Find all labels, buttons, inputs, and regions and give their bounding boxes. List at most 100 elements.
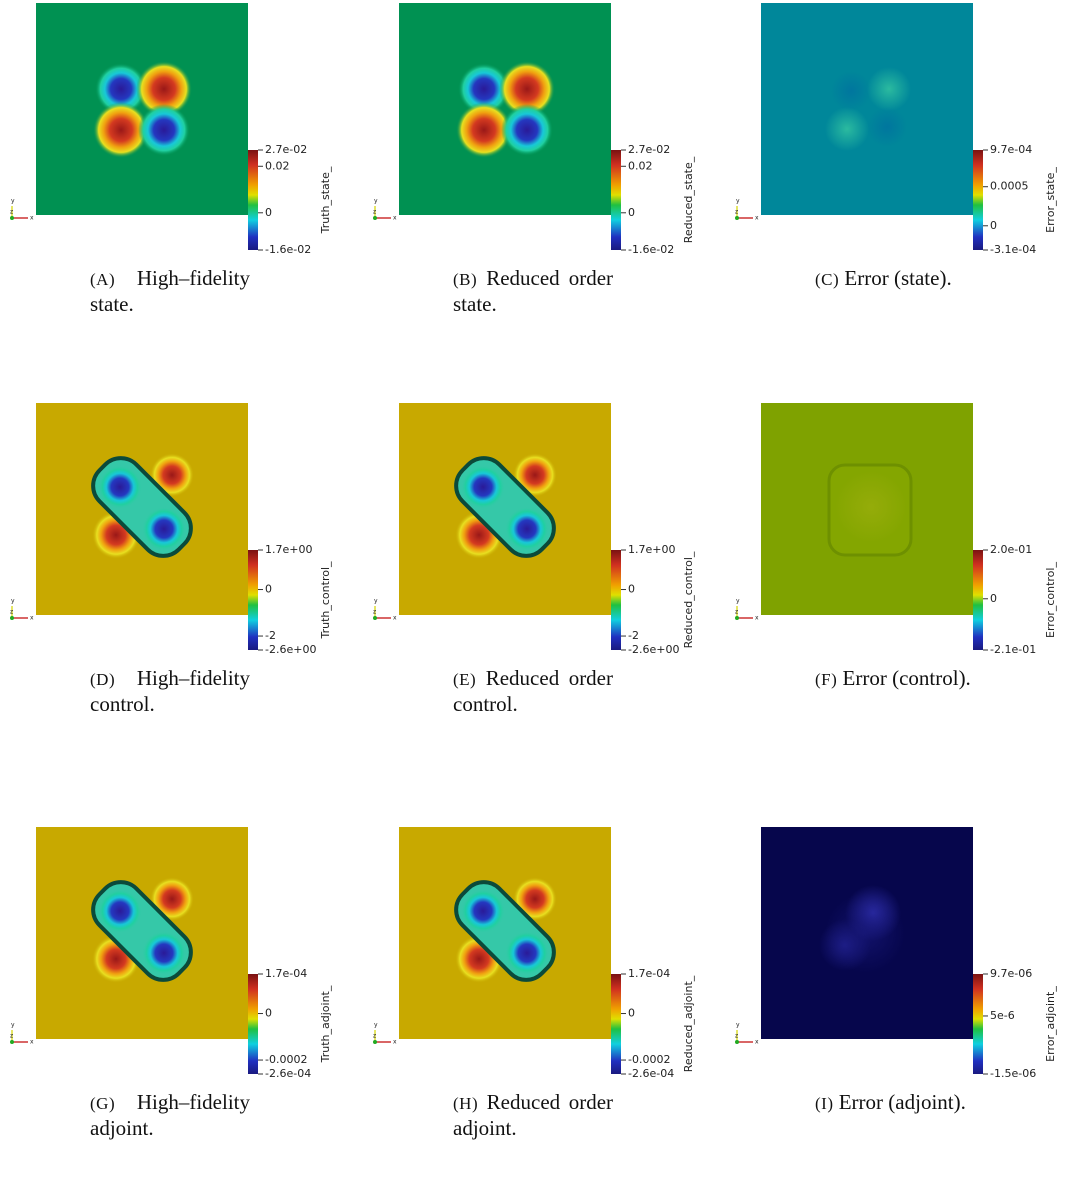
triad-label: z [373, 209, 376, 216]
field-blob [825, 107, 869, 151]
caption-tag: (I) [815, 1094, 834, 1113]
axes-triad: yz x [735, 598, 759, 622]
triad-label: y [374, 198, 378, 205]
colorbar-tick-label: 2.7e-02 [265, 143, 307, 156]
plot: yz x 2.7e-02 0.02 0 -1.6e-02 Reduced_state_ [373, 3, 695, 256]
caption-tag: (E) [453, 670, 477, 689]
axes-triad: yz x [735, 1022, 759, 1046]
field-blob [95, 63, 147, 115]
axes-triad: yz x [10, 598, 34, 622]
colorbar-title: Reduced_state_ [682, 156, 695, 243]
colorbar-tick-label: -2.6e+00 [265, 643, 316, 656]
field [827, 463, 913, 557]
triad-label: y [11, 598, 15, 605]
plot: yz x 1.7e-04 0 -0.0002-2.6e-04 Reduced_adjoin… [373, 827, 695, 1080]
colorbar-tick-label: -1.6e-02 [628, 243, 674, 256]
triad-origin [10, 1040, 14, 1044]
triad-label: z [735, 609, 738, 616]
caption: (A) High–fidelity state. [90, 266, 250, 317]
caption-text: Error (adjoint). [838, 1090, 966, 1114]
axes-triad: yz x [10, 1022, 34, 1046]
field-blob [501, 104, 553, 156]
colorbar-title: Truth_state_ [319, 166, 332, 234]
caption-text: High–fidelity adjoint. [90, 1090, 250, 1140]
colorbar-tick-label: 9.7e-04 [990, 143, 1032, 156]
field-blob [456, 102, 512, 158]
caption-tag: (D) [90, 670, 116, 689]
axes-triad: yz x [373, 1022, 397, 1046]
triad-label: z [373, 609, 376, 616]
colorbar-tick-label: -0.0002 [265, 1053, 307, 1066]
triad-label: y [11, 1022, 15, 1029]
field-blob [150, 453, 194, 497]
panel: y z x 9.7e-06 5e-6 -1.5e-06 Error_adjoint_ (I) … [725, 824, 1067, 1154]
colorbar-tick-label: 1.7e-04 [628, 967, 670, 980]
colorbar-tick-label: 0 [628, 583, 635, 596]
colorbar-tick-label: 0 [990, 592, 997, 605]
caption-text: Reduced order control. [453, 666, 613, 716]
colorbar-tick-label: -2.6e-04 [265, 1067, 311, 1080]
colorbar-tick-label: 1.7e+00 [628, 543, 675, 556]
colorbar [611, 150, 621, 250]
triad-label: y [736, 598, 740, 605]
axes-triad: yz x [373, 198, 397, 222]
triad-label: x [30, 615, 34, 622]
colorbar-tick-label: 5e-6 [990, 1009, 1015, 1022]
field-blob [867, 67, 911, 111]
caption: (H) Reduced order adjoint. [453, 1090, 613, 1141]
caption: (F) Error (control). [815, 666, 975, 692]
axes-triad: yz x [373, 598, 397, 622]
caption: (I) Error (adjoint). [815, 1090, 975, 1116]
triad-label: z [735, 209, 738, 216]
field [454, 877, 557, 983]
field [456, 61, 555, 158]
field-blob [499, 61, 555, 117]
field-background [399, 3, 611, 215]
colorbar-title: Truth_adjoint_ [319, 985, 332, 1063]
field-blob [513, 453, 557, 497]
plot: yz x 9.7e-04 0.0005 0 -3.1e-04 Error_state_ [735, 3, 1057, 256]
field [819, 885, 905, 973]
triad-label: x [755, 215, 759, 222]
caption-text: Reduced order adjoint. [453, 1090, 614, 1140]
colorbar-tick-label: 0 [265, 206, 272, 219]
colorbar-tick-label: 0 [628, 1007, 635, 1020]
triad-origin [373, 616, 377, 620]
colorbar-tick-label: -2.1e-01 [990, 643, 1036, 656]
panel: y z x 2.0e-01 0 -2.1e-01 Error_control_ (F) Err… [725, 400, 1067, 730]
colorbar-tick-label: 1.7e-04 [265, 967, 307, 980]
colorbar-title: Error_adjoint_ [1044, 986, 1057, 1062]
panel: y z x 1.7e-04 0 -0.0002 -2.6e-04 Reduced_adjoin… [363, 824, 725, 1154]
colorbar-tick-label: 0 [990, 219, 997, 232]
caption-tag: (C) [815, 270, 840, 289]
colorbar-title: Reduced_control_ [682, 551, 695, 648]
caption-text: High–fidelity control. [90, 666, 250, 716]
field-blob [98, 889, 142, 933]
triad-label: x [393, 615, 397, 622]
colorbar-tick-label: 0.0005 [990, 180, 1029, 193]
field-background [36, 3, 248, 215]
field [454, 453, 557, 559]
triad-label: y [736, 1022, 740, 1029]
triad-origin [735, 616, 739, 620]
colorbar [611, 550, 621, 650]
colorbar [248, 974, 258, 1074]
field-blob [831, 71, 871, 111]
field-background [761, 3, 973, 215]
triad-label: y [11, 198, 15, 205]
colorbar-tick-label: -2.6e-04 [628, 1067, 674, 1080]
field-blob [136, 61, 192, 117]
plot: yz x 2.7e-02 0.02 0 -1.6e-02 Truth_state_ [10, 3, 332, 256]
colorbar [611, 974, 621, 1074]
colorbar [248, 550, 258, 650]
caption-tag: (H) [453, 1094, 479, 1113]
field-blob [138, 104, 190, 156]
field-blob [98, 465, 142, 509]
panel: y z x 2.7e-02 0.02 0 -1.6e-02 Truth_state_ (A) H… [0, 0, 362, 330]
field-blob [93, 102, 149, 158]
colorbar-title: Error_state_ [1044, 167, 1057, 233]
field-blob [513, 877, 557, 921]
triad-label: z [373, 1033, 376, 1040]
colorbar-tick-label: -2 [628, 629, 639, 642]
